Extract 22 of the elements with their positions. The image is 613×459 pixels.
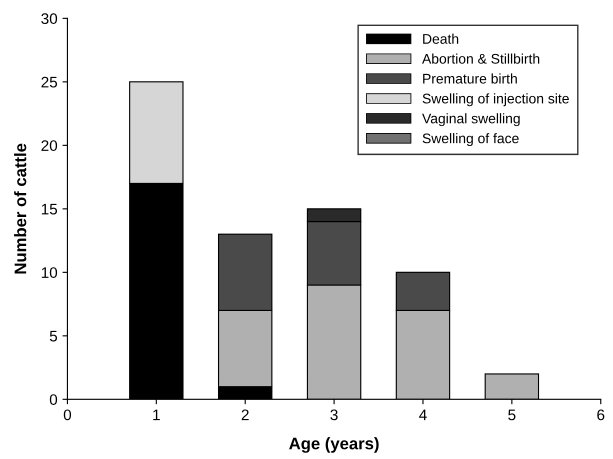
x-tick-label: 2 bbox=[242, 409, 249, 420]
x-axis-title: Age (years) bbox=[289, 437, 379, 453]
x-tick-label: 5 bbox=[508, 410, 516, 420]
y-tick-label: 30 bbox=[41, 13, 58, 24]
legend-label: Abortion & Stillbirth bbox=[422, 54, 540, 64]
x-tick-label: 1 bbox=[153, 410, 160, 420]
y-tick-label: 25 bbox=[41, 76, 58, 88]
legend-label: Premature birth bbox=[423, 73, 517, 84]
y-tick-label: 5 bbox=[50, 330, 58, 342]
legend-label: Swelling of injection site bbox=[422, 93, 569, 106]
x-tick-label: 3 bbox=[330, 409, 338, 420]
y-axis-title: Number of cattle bbox=[14, 144, 26, 274]
x-tick-label: 4 bbox=[419, 410, 427, 420]
legend-label: Swelling of face bbox=[422, 133, 519, 146]
x-tick-label: 0 bbox=[64, 409, 72, 420]
legend-label: Death bbox=[423, 34, 458, 44]
y-tick-label: 20 bbox=[41, 140, 58, 152]
y-tick-label: 10 bbox=[42, 267, 58, 278]
y-tick-label: 0 bbox=[50, 394, 58, 406]
legend-label: Vaginal swelling bbox=[422, 113, 520, 126]
x-tick-label: 6 bbox=[597, 409, 604, 420]
y-tick-label: 15 bbox=[42, 204, 58, 215]
